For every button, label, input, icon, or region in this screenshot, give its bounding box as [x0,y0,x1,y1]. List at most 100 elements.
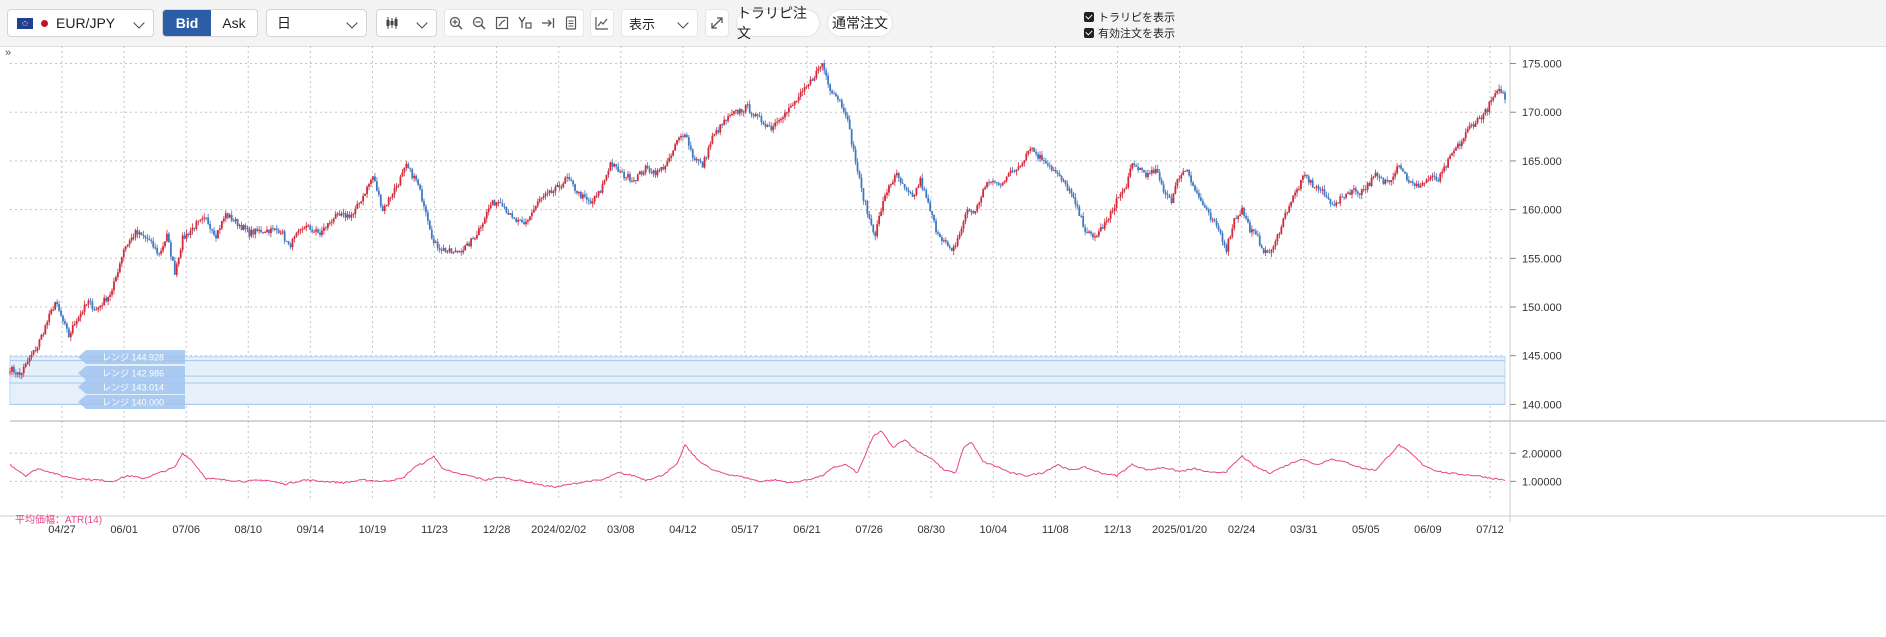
candle-body [209,223,212,229]
candle-body [103,297,106,306]
zoom-out-icon[interactable] [467,9,491,37]
candle-body [142,234,145,236]
candle-body [1227,238,1230,252]
candle-body [283,231,286,241]
range-label-tag [78,366,185,380]
candle-body [1235,218,1238,220]
candle-body [213,230,215,235]
candle-body [587,199,590,201]
candle-body [750,112,753,116]
candle-body [1125,187,1128,189]
candle-body [399,176,402,186]
candle-body [507,212,510,215]
candle-body [340,213,343,216]
show-trailing-checkbox[interactable]: トラリピを表示 [1084,9,1175,25]
collapse-panel-icon[interactable]: » [5,47,11,59]
candle-body [658,170,661,172]
candle-body [417,179,419,185]
trail-order-button[interactable]: トラリピ注文 [736,5,820,41]
zoom-in-icon[interactable] [444,9,468,37]
candle-body [601,184,604,193]
period-select[interactable]: 日 [266,9,367,37]
candle-body [434,241,437,243]
range-labels: レンジ 144.928 レンジ 142.986 レンジ 143.014 レンジ 140… [78,350,185,409]
candle-body [911,192,914,197]
indicator-button[interactable] [590,9,614,37]
candle-body [362,195,365,202]
candle-body [905,187,908,190]
candle-body [713,133,716,136]
time-tick-label: 10/04 [980,524,1008,536]
expand-button[interactable] [705,9,729,37]
symbol-select[interactable]: EUR/JPY [7,9,154,37]
candle-body [220,221,223,229]
candle-body [831,90,833,94]
candle-body [723,119,726,125]
bid-button[interactable]: Bid [163,10,211,36]
candle-body [1423,182,1426,184]
candle-body [395,186,398,189]
normal-order-button[interactable]: 通常注文 [827,9,893,37]
candle-body [1372,176,1375,178]
chevron-down-icon [677,17,689,29]
candle-body [1017,166,1020,170]
candle-body [297,230,300,234]
candle-body [793,101,796,105]
candle-body [1386,179,1389,181]
candle-body [670,155,673,158]
candle-body [464,245,467,251]
candle-body [136,230,139,235]
text-tool-icon[interactable] [513,9,537,37]
candle-body [372,176,374,180]
ask-button[interactable]: Ask [222,15,246,31]
candle-body [1498,88,1501,91]
candle-body [811,79,814,81]
candle-body [1502,92,1504,94]
candle-body [1280,226,1283,234]
candle-body [972,211,975,214]
scroll-end-icon[interactable] [536,9,560,37]
candle-body [591,201,594,204]
candle-body [856,162,859,172]
candle-body [1356,191,1359,194]
candle-body [678,137,680,141]
chart-type-select[interactable] [376,9,437,37]
document-icon[interactable] [559,9,583,37]
candle-body [1201,200,1204,206]
candle-body [605,174,608,181]
candle-body [1431,175,1434,178]
candle-body [595,195,598,197]
candle-body [1268,252,1271,254]
candle-body [393,188,396,195]
candle-body [597,191,600,196]
candle-body [1351,189,1353,195]
candle-body [160,250,162,254]
candle-body [252,229,255,235]
candle-body [228,214,231,218]
candle-body [1150,169,1153,174]
candle-body [1421,182,1424,186]
candle-body [1323,189,1326,196]
candle-body [1139,167,1141,170]
candle-body [890,184,892,186]
candle-body [990,181,992,183]
candle-body [862,188,865,201]
candle-body [791,104,794,106]
candle-body [171,256,174,261]
candle-body [740,109,743,113]
display-select[interactable]: 表示 [621,9,698,37]
candle-body [982,189,985,198]
show-orders-checkbox[interactable]: 有効注文を表示 [1084,25,1175,41]
candle-body [423,201,425,207]
candle-body [140,232,143,235]
candle-body [232,220,235,222]
candle-body [364,193,367,196]
fit-icon[interactable] [490,9,514,37]
candle-body [674,144,676,151]
candle-body [623,171,625,178]
candle-body [542,195,545,198]
candle-body [144,235,147,238]
candle-body [254,228,257,235]
candle-body [642,172,645,175]
chart-area[interactable]: レンジ 144.928 レンジ 142.986 レンジ 143.014 レンジ 140… [0,46,1886,637]
